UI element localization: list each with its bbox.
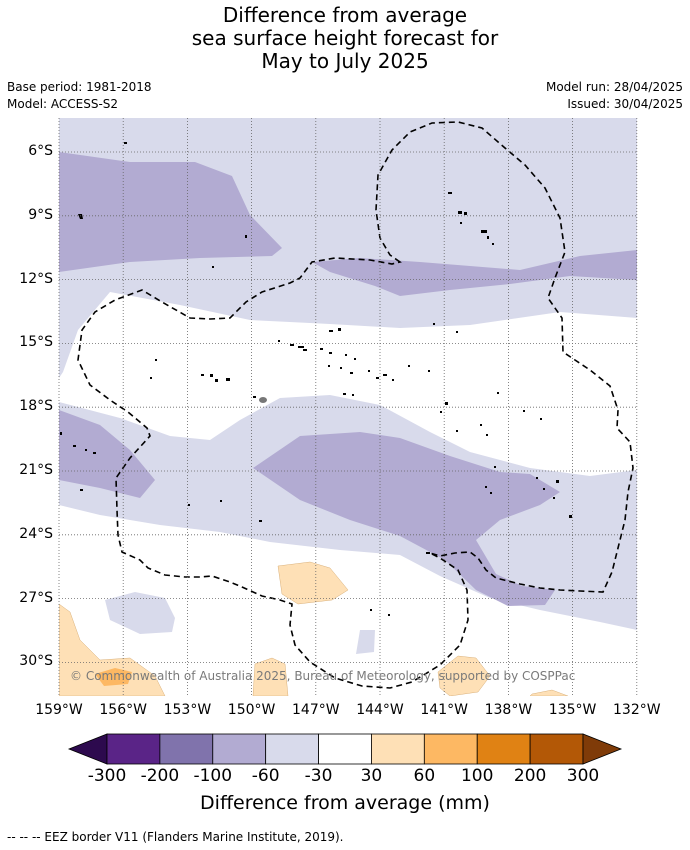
latitude-label: 21°S (19, 462, 53, 478)
colorbar-segment (423, 733, 478, 765)
colorbar-tick-label: 60 (413, 766, 436, 786)
gridlines (58, 118, 638, 696)
colorbar-tick-label: -100 (193, 766, 233, 786)
issued-date: Issued: 30/04/2025 (567, 97, 683, 111)
longitude-label: 156°W (99, 702, 147, 718)
longitude-label: 153°W (163, 702, 212, 718)
anomaly-region-neg100-west (59, 410, 155, 498)
latitude-label: 27°S (19, 589, 53, 606)
latitude-label: 18°S (19, 398, 53, 415)
colorbar-segment (159, 733, 214, 765)
colorbar-segment (371, 733, 425, 765)
colorbar-title: Difference from average (mm) (200, 792, 490, 814)
anomaly-region-pos30-southeast (437, 655, 491, 696)
model-name: Model: ACCESS-S2 (7, 97, 119, 111)
longitude-label: 138°W (484, 702, 533, 718)
colorbar-tick-label: 30 (360, 766, 383, 786)
longitude-label: 141°W (420, 702, 468, 718)
longitude-label: 159°W (35, 702, 83, 718)
colorbar-tick-label: 100 (460, 766, 494, 786)
title-line-1: Difference from average (222, 3, 468, 27)
colorbar-tick-label: 200 (513, 766, 547, 786)
base-period: Base period: 1981-2018 (7, 80, 152, 94)
copyright-notice: © Commonwealth of Australia 2025, Bureau… (70, 669, 576, 683)
longitude-label: 150°W (227, 702, 276, 718)
colorbar-segment (106, 733, 161, 765)
anomaly-region-neg100-northeast (312, 250, 637, 296)
colorbar-arrow-high (582, 733, 623, 765)
anomaly-region-neg100-northwest (59, 152, 282, 272)
latitude-label: 30°S (19, 653, 53, 670)
anomaly-region-pos30-south (252, 657, 289, 696)
colorbar-segment (476, 733, 531, 765)
colorbar-segment (318, 733, 372, 765)
latitude-label: 24°S (19, 525, 53, 542)
latitude-label: 15°S (19, 334, 53, 351)
model-run-date: Model run: 28/04/2025 (545, 80, 683, 94)
latitude-label: 9°S (28, 206, 53, 223)
colorbar (67, 733, 623, 765)
latitude-label: 12°S (19, 270, 53, 287)
anomaly-region-pos30-west (59, 603, 166, 696)
colorbar-tick-label: -60 (251, 766, 280, 786)
anomaly-region-neg60-southwest (105, 592, 175, 634)
colorbar-tick-label: 300 (566, 766, 600, 786)
anomaly-region-pos30-east (529, 689, 569, 696)
latitude-label: 6°S (28, 143, 53, 159)
islands (60, 142, 572, 616)
colorbar-tick-label: -200 (140, 766, 180, 786)
anomaly-region-neg100-central (253, 432, 560, 606)
longitude-label: 144°W (356, 702, 404, 718)
colorbar-tick-label: -30 (304, 766, 333, 786)
colorbar-arrow-low (67, 733, 108, 765)
longitude-label: 135°W (548, 702, 597, 718)
anomaly-region-pos60 (95, 668, 132, 686)
title-line-2: sea surface height forecast for (191, 26, 499, 50)
eez-border-legend: -- -- -- EEZ border V11 (Flanders Marine… (7, 830, 344, 844)
longitude-label: 147°W (292, 702, 340, 718)
longitude-label: 132°W (613, 702, 661, 718)
colorbar-segment (265, 733, 319, 765)
colorbar-segment (529, 733, 584, 765)
anomaly-region-pos30-central (277, 561, 349, 605)
anomaly-region-neg60-small (356, 630, 375, 654)
title-line-3: May to July 2025 (261, 49, 429, 73)
colorbar-tick-label: -300 (87, 766, 127, 786)
eez-border-line (77, 121, 634, 689)
colorbar-segment (212, 733, 267, 765)
